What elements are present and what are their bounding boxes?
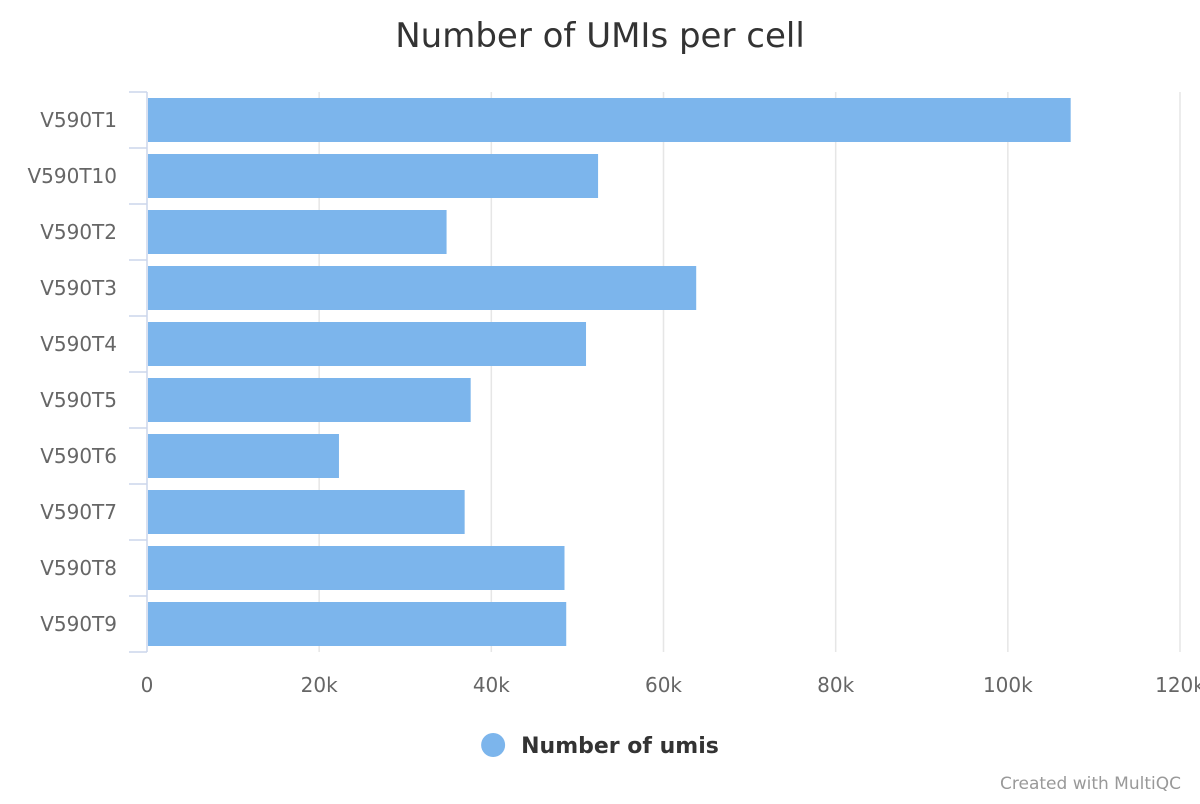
category-label: V590T2 xyxy=(40,220,117,244)
chart-title: Number of UMIs per cell xyxy=(395,16,805,56)
x-tick-label: 60k xyxy=(645,673,682,697)
legend-marker[interactable] xyxy=(481,733,506,757)
bar-v590t1[interactable] xyxy=(148,98,1071,142)
axes xyxy=(129,91,148,653)
category-label: V590T9 xyxy=(40,612,117,636)
bar-v590t2[interactable] xyxy=(148,210,447,254)
category-label: V590T3 xyxy=(40,276,117,300)
bars xyxy=(148,98,1071,646)
bar-v590t8[interactable] xyxy=(148,546,565,590)
x-tick-label: 20k xyxy=(301,673,338,697)
credit-text[interactable]: Created with MultiQC xyxy=(1000,774,1181,794)
x-tick-label: 120k xyxy=(1155,673,1200,697)
bar-v590t7[interactable] xyxy=(148,490,465,534)
category-label: V590T10 xyxy=(27,164,117,188)
category-label: V590T8 xyxy=(40,556,117,580)
category-label: V590T1 xyxy=(40,108,117,132)
axis-labels: 0 20k 40k 60k 80k 100k 120k V590T1 V590T10 V590T2… xyxy=(27,108,1200,697)
x-tick-label: 0 xyxy=(141,673,154,697)
x-tick-label: 80k xyxy=(817,673,854,697)
category-label: V590T6 xyxy=(40,444,117,468)
x-tick-label: 100k xyxy=(983,673,1033,697)
category-label: V590T4 xyxy=(40,332,117,356)
x-tick-label: 40k xyxy=(473,673,510,697)
bar-v590t9[interactable] xyxy=(148,602,567,646)
bar-v590t6[interactable] xyxy=(148,434,339,478)
legend-label[interactable]: Number of umis xyxy=(521,734,719,759)
legend[interactable]: Number of umis xyxy=(481,733,719,759)
category-label: V590T5 xyxy=(40,388,117,412)
bar-v590t3[interactable] xyxy=(148,266,697,310)
bar-v590t4[interactable] xyxy=(148,322,587,366)
bar-v590t10[interactable] xyxy=(148,154,599,198)
bar-v590t5[interactable] xyxy=(148,378,471,422)
category-label: V590T7 xyxy=(40,500,117,524)
